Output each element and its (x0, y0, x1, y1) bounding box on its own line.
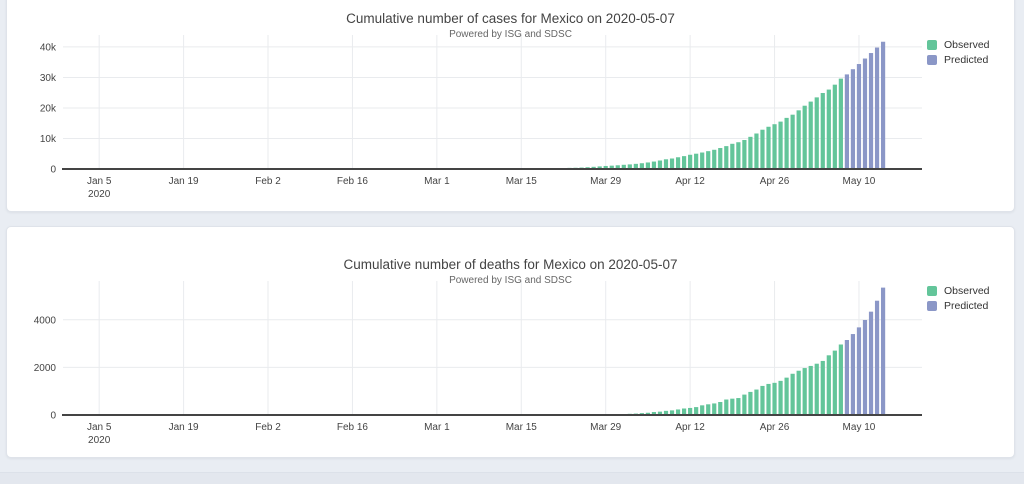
svg-text:Feb 16: Feb 16 (337, 176, 369, 187)
legend-label-observed: Observed (944, 284, 990, 297)
svg-text:May 10: May 10 (843, 176, 876, 187)
predicted-swatch-icon (927, 54, 937, 65)
page-footer-band (0, 472, 1024, 484)
svg-text:0: 0 (50, 165, 56, 176)
legend-item-observed[interactable]: Observed (927, 283, 990, 298)
svg-text:2000: 2000 (34, 363, 57, 374)
deaths-chart-title: Cumulative number of deaths for Mexico o… (343, 257, 678, 272)
svg-text:Mar 15: Mar 15 (506, 422, 538, 433)
legend-item-predicted[interactable]: Predicted (927, 298, 990, 313)
svg-text:30k: 30k (40, 73, 57, 84)
observed-swatch-icon (927, 39, 937, 50)
legend-item-observed[interactable]: Observed (927, 37, 990, 52)
cases-plot-area[interactable]: 0 10k 20k 30k 40k Jan 5 2020 Jan 19 Feb 2 Feb 16 M… (7, 0, 1016, 213)
cases-legend: Observed Predicted (927, 37, 990, 67)
observed-swatch-icon (927, 285, 937, 296)
svg-text:2020: 2020 (88, 189, 111, 200)
svg-text:0: 0 (50, 411, 56, 422)
svg-text:2020: 2020 (88, 435, 111, 446)
svg-text:4000: 4000 (34, 315, 57, 326)
predicted-swatch-icon (927, 300, 937, 311)
legend-item-predicted[interactable]: Predicted (927, 52, 990, 67)
svg-text:Jan 19: Jan 19 (169, 176, 199, 187)
svg-text:Apr 12: Apr 12 (675, 176, 705, 187)
svg-text:40k: 40k (40, 42, 57, 53)
svg-text:Mar 1: Mar 1 (424, 422, 450, 433)
svg-text:Feb 16: Feb 16 (337, 422, 369, 433)
legend-label-predicted: Predicted (944, 53, 989, 66)
svg-text:Apr 12: Apr 12 (675, 422, 705, 433)
deaths-legend: Observed Predicted (927, 283, 990, 313)
cases-chart-subtitle: Powered by ISG and SDSC (449, 29, 572, 40)
svg-text:Jan 5: Jan 5 (87, 176, 112, 187)
legend-label-predicted: Predicted (944, 299, 989, 312)
svg-text:Apr 26: Apr 26 (760, 176, 790, 187)
deaths-chart-subtitle: Powered by ISG and SDSC (449, 275, 572, 286)
deaths-chart-card: 0 2000 4000 Jan 5 2020 Jan 19 Feb 2 Feb 16 Mar 1… (6, 226, 1015, 458)
legend-label-observed: Observed (944, 38, 990, 51)
svg-text:10k: 10k (40, 134, 57, 145)
svg-text:Mar 29: Mar 29 (590, 422, 622, 433)
svg-text:Jan 5: Jan 5 (87, 422, 112, 433)
deaths-plot-area[interactable]: 0 2000 4000 Jan 5 2020 Jan 19 Feb 2 Feb 16 Mar 1… (7, 227, 1016, 459)
svg-text:Mar 1: Mar 1 (424, 176, 450, 187)
svg-text:May 10: May 10 (843, 422, 876, 433)
cases-chart-title: Cumulative number of cases for Mexico on… (346, 11, 675, 26)
svg-text:Apr 26: Apr 26 (760, 422, 790, 433)
svg-text:Mar 15: Mar 15 (506, 176, 538, 187)
svg-text:Feb 2: Feb 2 (255, 422, 281, 433)
svg-text:Mar 29: Mar 29 (590, 176, 622, 187)
cases-chart-card: 0 10k 20k 30k 40k Jan 5 2020 Jan 19 Feb 2 Feb 16 M… (6, 0, 1015, 212)
svg-text:Feb 2: Feb 2 (255, 176, 281, 187)
svg-text:20k: 20k (40, 103, 57, 114)
svg-text:Jan 19: Jan 19 (169, 422, 199, 433)
